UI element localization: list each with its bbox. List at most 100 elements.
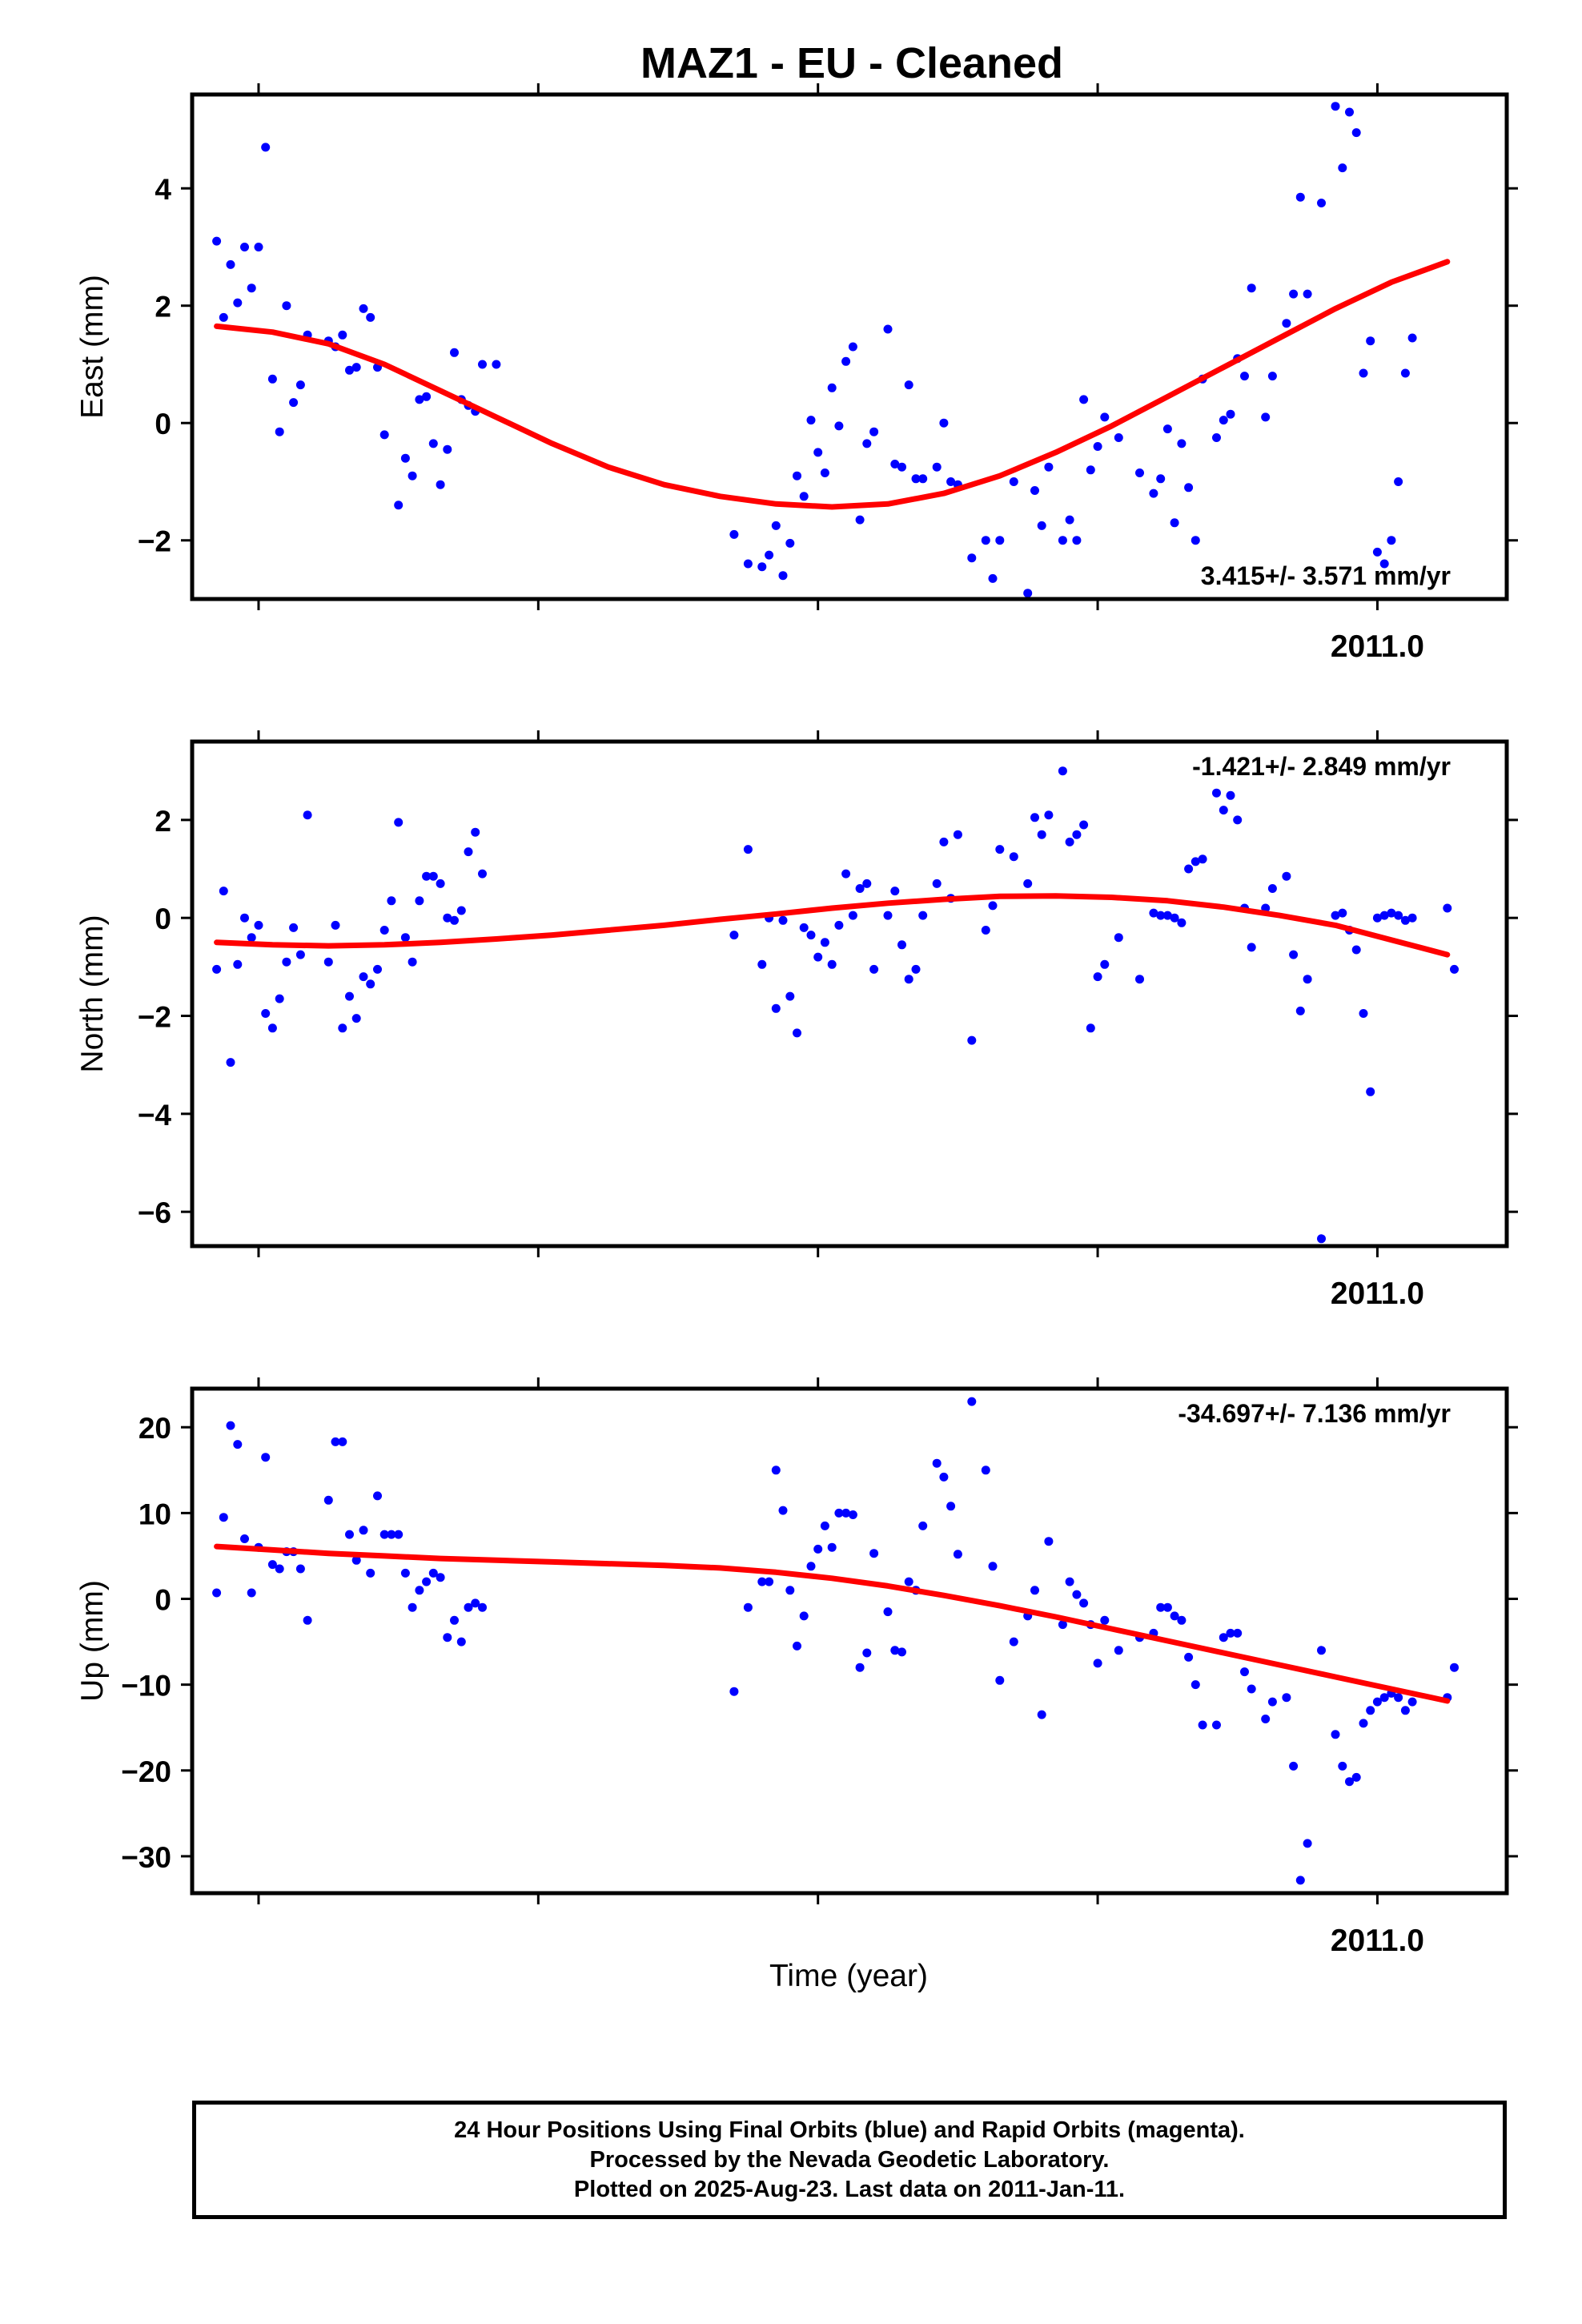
- up-data-point: [295, 1564, 305, 1574]
- up-data-point: [995, 1675, 1005, 1685]
- north-data-point: [1233, 815, 1243, 825]
- east-data-point: [295, 380, 305, 390]
- x-axis-label: Time (year): [769, 1959, 928, 1993]
- east-data-point: [785, 538, 795, 548]
- east-data-point: [247, 283, 256, 293]
- east-data-point: [436, 480, 445, 489]
- up-data-point: [1359, 1719, 1368, 1728]
- east-data-point: [799, 492, 809, 501]
- north-data-point: [408, 957, 417, 967]
- north-data-point: [323, 957, 333, 967]
- up-data-point: [890, 1646, 900, 1655]
- north-data-point: [1030, 813, 1039, 822]
- up-data-point: [1338, 1761, 1347, 1771]
- north-data-point: [1295, 1006, 1305, 1015]
- north-data-point: [1387, 908, 1396, 918]
- north-data-point: [394, 818, 404, 827]
- up-data-point: [400, 1568, 410, 1578]
- east-data-point: [883, 324, 893, 334]
- north-data-point: [793, 1028, 801, 1038]
- up-data-point: [1400, 1706, 1410, 1715]
- north-data-point: [1450, 964, 1459, 974]
- up-ytick-label: 20: [139, 1412, 171, 1445]
- north-data-point: [464, 847, 473, 857]
- east-data-point: [1114, 433, 1123, 442]
- east-data-point: [1282, 319, 1291, 328]
- north-data-point: [1162, 911, 1172, 920]
- north-data-point: [778, 915, 788, 925]
- north-data-point: [1177, 918, 1186, 927]
- east-data-point: [967, 553, 977, 563]
- east-data-point: [1079, 395, 1089, 404]
- north-data-point: [1331, 911, 1340, 920]
- north-data-point: [1407, 913, 1417, 923]
- up-data-point: [771, 1466, 781, 1475]
- north-data-point: [275, 994, 284, 1003]
- east-data-point: [743, 559, 753, 569]
- north-data-point: [1170, 913, 1179, 923]
- up-data-point: [331, 1437, 340, 1446]
- up-data-point: [757, 1577, 767, 1586]
- up-data-point: [1219, 1633, 1228, 1642]
- up-data-point: [219, 1513, 228, 1522]
- up-data-point: [988, 1562, 998, 1571]
- up-data-point: [1184, 1652, 1194, 1662]
- north-data-point: [932, 879, 942, 888]
- east-data-point: [862, 439, 872, 448]
- up-data-point: [1044, 1537, 1054, 1546]
- east-data-point: [890, 460, 900, 468]
- east-data-point: [443, 444, 452, 454]
- east-data-point: [1037, 521, 1046, 530]
- up-data-point: [1261, 1715, 1271, 1723]
- up-data-point: [848, 1510, 857, 1519]
- up-data-point: [743, 1602, 753, 1612]
- up-data-point: [1240, 1667, 1249, 1677]
- east-data-point: [289, 398, 299, 408]
- north-data-point: [813, 952, 823, 962]
- north-data-point: [1282, 871, 1291, 881]
- east-data-point: [1247, 283, 1256, 293]
- north-data-point: [1267, 884, 1277, 893]
- up-data-point: [1114, 1646, 1123, 1655]
- north-data-point: [820, 938, 829, 947]
- north-data-point: [988, 901, 998, 911]
- north-data-point: [1394, 911, 1403, 920]
- up-data-point: [1331, 1730, 1340, 1739]
- north-data-point: [1317, 1234, 1326, 1244]
- north-data-point: [1086, 1023, 1095, 1033]
- east-data-point: [1345, 107, 1354, 117]
- east-data-point: [1100, 412, 1110, 422]
- north-points: [212, 766, 1459, 1244]
- east-data-point: [478, 360, 487, 369]
- east-data-point: [1379, 559, 1389, 569]
- north-ytick-label: −2: [138, 1001, 171, 1034]
- east-ytick-label: 2: [155, 291, 171, 324]
- up-data-point: [904, 1577, 913, 1586]
- east-data-point: [366, 312, 375, 322]
- east-data-point: [729, 529, 739, 539]
- up-data-point: [1177, 1615, 1186, 1625]
- east-data-point: [226, 259, 235, 269]
- east-data-point: [771, 521, 781, 530]
- east-data-point: [428, 439, 438, 448]
- east-data-point: [400, 453, 410, 463]
- up-data-point: [436, 1573, 445, 1582]
- east-data-point: [1184, 483, 1194, 493]
- up-data-point: [1079, 1598, 1089, 1608]
- up-data-point: [1100, 1615, 1110, 1625]
- north-data-point: [1114, 933, 1123, 943]
- up-points: [212, 1397, 1459, 1885]
- up-data-point: [862, 1648, 872, 1658]
- north-data-point: [422, 871, 432, 881]
- east-data-point: [1366, 336, 1375, 346]
- north-plot-frame: [190, 739, 1509, 1248]
- up-data-point: [897, 1647, 906, 1657]
- east-data-point: [820, 468, 829, 477]
- up-data-point: [813, 1544, 823, 1554]
- east-data-point: [1400, 368, 1410, 378]
- east-data-point: [359, 304, 368, 313]
- up-data-point: [1212, 1720, 1221, 1730]
- north-data-point: [1338, 908, 1347, 918]
- east-data-point: [1072, 536, 1082, 545]
- east-data-point: [939, 418, 949, 428]
